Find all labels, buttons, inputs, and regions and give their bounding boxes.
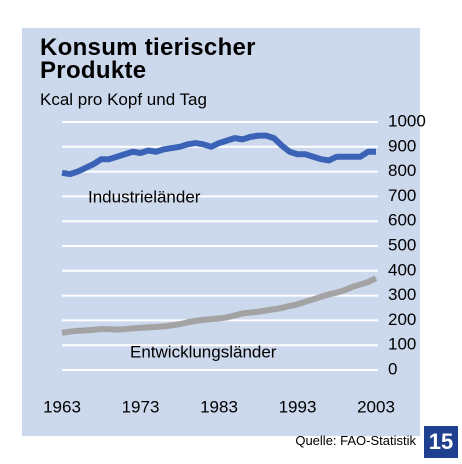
chart-subtitle: Kcal pro Kopf und Tag — [40, 90, 207, 109]
page-number: 15 — [424, 426, 458, 458]
y-tick-label: 600 — [388, 211, 416, 230]
y-tick-label: 200 — [388, 310, 416, 329]
x-tick-label: 1993 — [279, 397, 317, 416]
panel — [22, 28, 420, 436]
series-label: Industrieländer — [88, 187, 201, 206]
x-tick-label: 2003 — [357, 397, 395, 416]
x-tick-label: 1983 — [200, 397, 238, 416]
y-tick-label: 800 — [388, 161, 416, 180]
y-tick-label: 900 — [388, 136, 416, 155]
y-tick-label: 1000 — [388, 111, 426, 130]
series-label: Entwicklungsländer — [130, 342, 277, 361]
y-tick-label: 0 — [388, 359, 397, 378]
source: Quelle: FAO-Statistik — [295, 433, 416, 448]
y-tick-label: 700 — [388, 186, 416, 205]
x-tick-label: 1973 — [122, 397, 160, 416]
y-tick-label: 100 — [388, 335, 416, 354]
y-tick-label: 400 — [388, 260, 416, 279]
chart-title: Konsum tierischer Produkte — [40, 34, 256, 84]
line — [61, 132, 376, 178]
y-tick-label: 300 — [388, 285, 416, 304]
y-tick-label: 500 — [388, 235, 416, 254]
x-tick-label: 1963 — [43, 397, 81, 416]
line — [61, 275, 378, 336]
